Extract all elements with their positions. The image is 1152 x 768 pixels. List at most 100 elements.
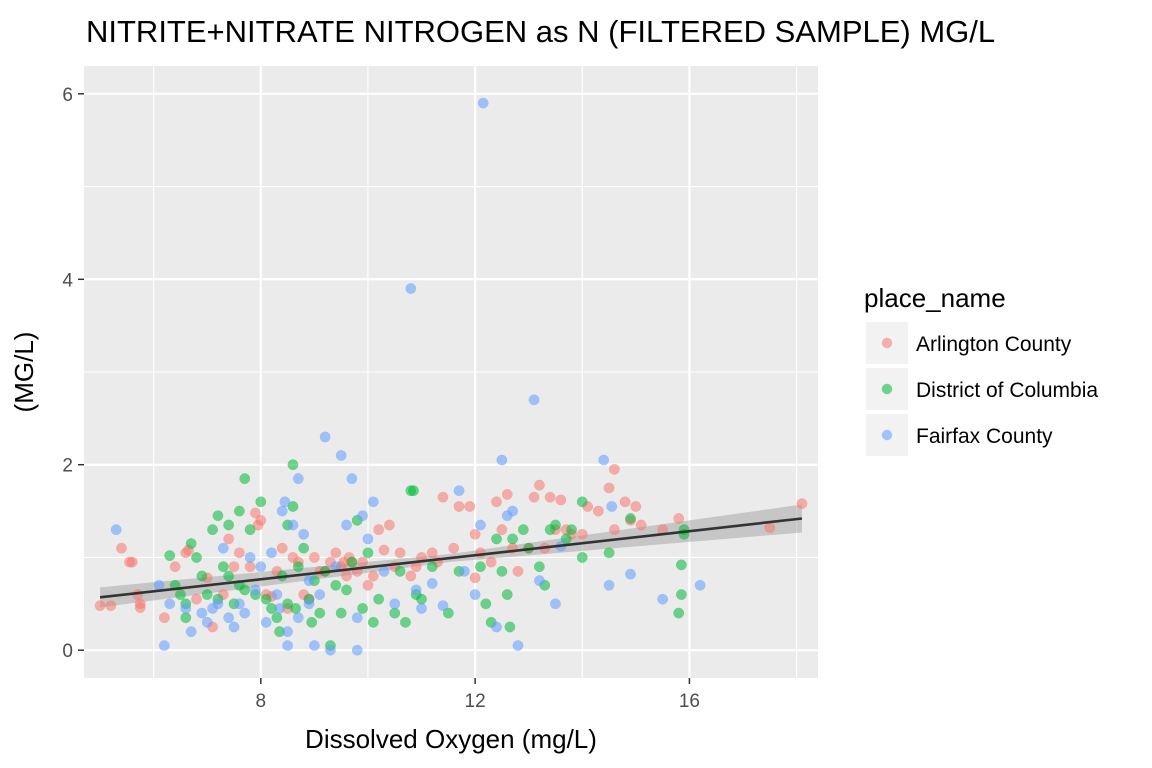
data-point-district-of-columbia	[533, 561, 545, 573]
data-point-fairfax-county	[201, 616, 213, 628]
data-point-fairfax-county	[279, 496, 291, 508]
data-point-fairfax-county	[550, 598, 561, 610]
data-point-arlington-county	[608, 524, 620, 536]
data-point-district-of-columbia	[185, 538, 197, 549]
data-point-fairfax-county	[303, 575, 315, 587]
data-point-fairfax-county	[410, 584, 422, 596]
data-point-arlington-county	[373, 524, 385, 536]
y-tick-label: 4	[62, 270, 73, 291]
data-point-district-of-columbia	[501, 589, 513, 600]
data-point-fairfax-county	[314, 589, 326, 600]
data-point-district-of-columbia	[389, 607, 401, 619]
data-point-fairfax-county	[233, 598, 245, 610]
data-point-fairfax-county	[266, 547, 277, 559]
data-point-arlington-county	[796, 498, 808, 510]
data-point-district-of-columbia	[255, 496, 267, 508]
chart-title: NITRITE+NITRATE NITROGEN as N (FILTERED …	[86, 14, 995, 49]
data-point-arlington-county	[378, 544, 390, 556]
data-point-district-of-columbia	[400, 616, 411, 628]
data-point-district-of-columbia	[475, 561, 486, 573]
data-point-fairfax-county	[405, 283, 417, 294]
data-point-district-of-columbia	[239, 584, 251, 596]
data-point-arlington-county	[469, 572, 481, 584]
data-point-fairfax-county	[477, 97, 489, 109]
data-point-district-of-columbia	[244, 524, 256, 536]
data-point-district-of-columbia	[239, 473, 251, 485]
data-point-arlington-county	[362, 579, 374, 591]
grid-lines	[84, 66, 818, 678]
data-point-arlington-county	[437, 491, 449, 503]
data-point-arlington-county	[383, 519, 395, 531]
data-point-arlington-county	[448, 542, 460, 554]
data-point-fairfax-county	[244, 552, 256, 563]
data-point-fairfax-county	[458, 565, 470, 577]
data-point-arlington-county	[126, 556, 138, 568]
data-point-district-of-columbia	[292, 561, 304, 573]
data-point-arlington-county	[603, 482, 615, 494]
data-point-fairfax-county	[625, 568, 636, 580]
data-point-district-of-columbia	[507, 533, 519, 545]
data-point-district-of-columbia	[282, 598, 294, 610]
data-point-fairfax-county	[185, 626, 197, 638]
data-point-district-of-columbia	[576, 496, 588, 508]
x-axis-title: Dissolved Oxygen (mg/L)	[305, 724, 597, 754]
data-point-fairfax-county	[475, 519, 486, 531]
data-point-district-of-columbia	[550, 519, 561, 531]
data-point-fairfax-county	[271, 589, 283, 600]
data-point-district-of-columbia	[517, 524, 529, 536]
data-point-district-of-columbia	[367, 616, 379, 628]
data-point-arlington-county	[134, 602, 146, 613]
data-point-arlington-county	[276, 542, 288, 554]
legend: place_name Arlington County District of C…	[864, 283, 1098, 456]
y-tick-label: 0	[62, 641, 73, 662]
data-point-district-of-columbia	[223, 519, 235, 531]
data-point-arlington-county	[223, 533, 235, 545]
data-point-arlington-county	[544, 491, 556, 503]
legend-key-marker	[881, 337, 893, 349]
data-point-fairfax-county	[657, 593, 669, 605]
data-point-arlington-county	[341, 570, 352, 582]
data-point-fairfax-county	[292, 612, 304, 624]
data-point-district-of-columbia	[223, 570, 235, 582]
data-point-fairfax-county	[367, 496, 379, 508]
data-point-district-of-columbia	[271, 612, 283, 624]
data-point-district-of-columbia	[675, 559, 687, 571]
trend-line-group	[99, 517, 803, 599]
data-point-district-of-columbia	[416, 593, 427, 605]
y-axis-title: (MG/L)	[9, 332, 39, 413]
data-point-fairfax-county	[255, 561, 267, 573]
data-point-fairfax-county	[303, 598, 315, 610]
data-point-fairfax-county	[217, 542, 229, 554]
data-point-district-of-columbia	[394, 565, 406, 577]
legend-title: place_name	[864, 283, 1006, 313]
data-point-district-of-columbia	[287, 501, 299, 512]
data-point-arlington-county	[191, 593, 202, 605]
data-point-district-of-columbia	[357, 603, 369, 614]
data-point-arlington-county	[555, 494, 567, 506]
data-point-fairfax-county	[325, 644, 336, 656]
data-point-district-of-columbia	[675, 589, 687, 600]
data-point-district-of-columbia	[346, 556, 358, 568]
data-point-arlington-county	[367, 570, 379, 582]
data-point-fairfax-county	[346, 473, 358, 485]
data-point-arlington-county	[453, 501, 465, 512]
data-point-fairfax-county	[437, 600, 449, 612]
data-point-arlington-county	[308, 552, 320, 563]
data-point-district-of-columbia	[673, 607, 685, 619]
data-point-fairfax-county	[362, 533, 374, 545]
data-point-arlington-county	[673, 513, 685, 524]
legend-key-marker	[881, 429, 893, 441]
data-point-fairfax-county	[389, 598, 401, 610]
data-point-arlington-county	[501, 488, 513, 500]
data-point-arlington-county	[116, 542, 127, 554]
x-tick-label: 12	[465, 691, 486, 712]
data-point-fairfax-county	[298, 528, 310, 540]
data-point-fairfax-county	[158, 640, 170, 651]
data-point-arlington-county	[608, 463, 620, 475]
data-point-district-of-columbia	[180, 612, 192, 624]
data-point-arlington-county	[464, 501, 476, 512]
data-point-district-of-columbia	[191, 552, 202, 563]
data-point-arlington-county	[394, 547, 406, 559]
data-point-district-of-columbia	[330, 579, 342, 591]
